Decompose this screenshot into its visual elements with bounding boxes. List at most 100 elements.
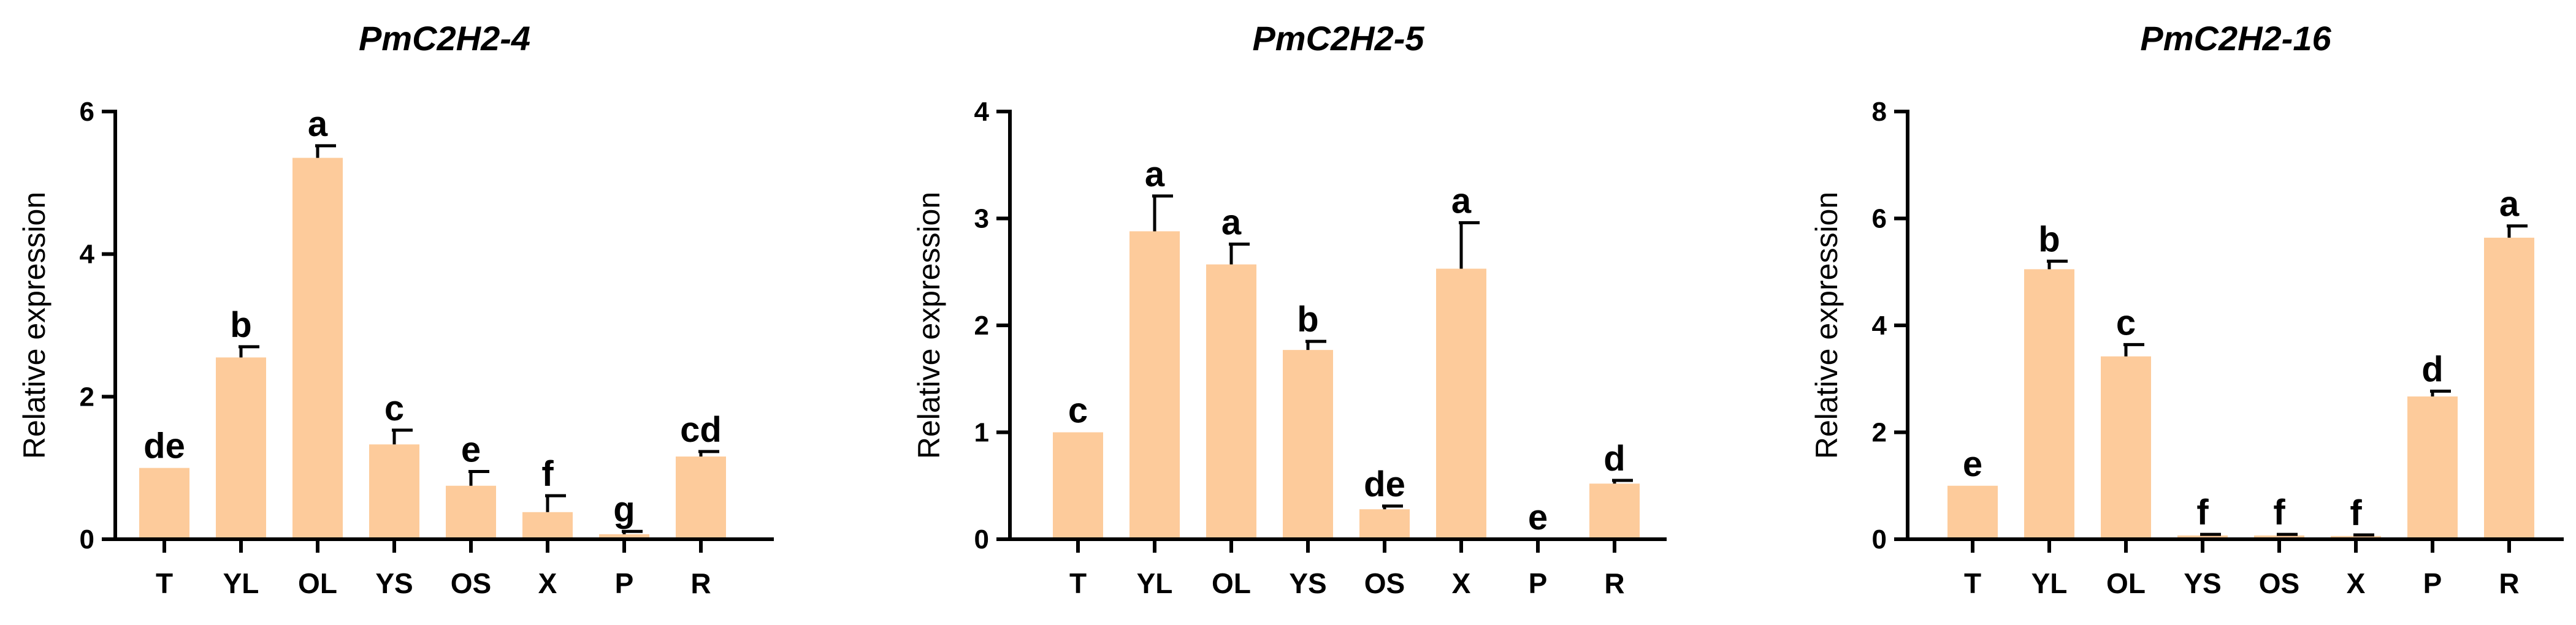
x-tick-label: R (690, 567, 711, 599)
significance-letter: c (384, 388, 404, 428)
error-bar-YL (1152, 194, 1173, 232)
y-tick-label: 2 (80, 382, 94, 412)
error-bar-P (622, 529, 643, 534)
bar-T (1947, 485, 1998, 539)
significance-letter: d (2421, 349, 2443, 389)
bar-OS (1359, 509, 1410, 539)
axes (113, 110, 774, 541)
significance-letter: e (461, 430, 481, 469)
significance-letter: de (1364, 464, 1405, 504)
error-bar-OS (468, 469, 489, 486)
bar-X (1436, 268, 1486, 539)
significance-letter: g (613, 490, 635, 529)
x-tick-label: X (538, 567, 557, 599)
bar-P (599, 534, 649, 539)
bar-YL (216, 357, 266, 539)
error-bar-YS (2200, 532, 2221, 536)
bar-OL (1206, 264, 1256, 539)
error-bar-X (2353, 533, 2374, 537)
bar-OS (2254, 535, 2304, 539)
y-tick-label: 3 (974, 204, 989, 234)
x-tick-label: T (156, 567, 173, 599)
x-tick-label: YL (1137, 567, 1173, 599)
significance-letter: d (1603, 439, 1625, 479)
y-tick-label: 4 (1872, 311, 1887, 341)
x-tick-label: OS (2259, 567, 2299, 599)
significance-letter: cd (680, 410, 722, 450)
significance-letter: c (2116, 303, 2136, 343)
x-tick-label: OL (1212, 567, 1251, 599)
bar-YS (2177, 535, 2228, 539)
error-bar-R (2507, 224, 2528, 238)
error-bar-R (1612, 479, 1633, 484)
x-tick-label: R (2499, 567, 2519, 599)
bar-OS (446, 485, 496, 539)
y-tick-label: 6 (80, 97, 94, 127)
chart-title: PmC2H2-4 (359, 19, 530, 58)
x-tick-label: YS (2184, 567, 2221, 599)
significance-letter: de (143, 426, 185, 466)
bar-R (676, 456, 726, 539)
y-tick-label: 1 (974, 418, 989, 448)
bar-YL (2024, 269, 2074, 539)
chart-title: PmC2H2-16 (2140, 19, 2331, 58)
x-tick-label: OL (2106, 567, 2146, 599)
y-tick-label: 2 (974, 311, 989, 341)
chart-panel-1: PmC2H2-4 Relative expression de Tb YL a OL c YS e… (17, 19, 774, 599)
significance-letter: a (1145, 154, 1165, 194)
significance-letter: e (1963, 444, 1982, 484)
error-bar-OS (2277, 532, 2298, 536)
x-tick-label: T (1964, 567, 1981, 599)
bar-YL (1129, 231, 1180, 539)
significance-letter: a (1221, 202, 1242, 242)
significance-letter: f (2196, 493, 2209, 532)
y-axis-label: Relative expression (912, 192, 946, 459)
significance-letter: c (1068, 391, 1088, 431)
x-tick-label: R (1604, 567, 1624, 599)
bar-P (2407, 396, 2458, 539)
significance-letter: b (230, 305, 251, 345)
x-tick-label: X (2347, 567, 2366, 599)
x-tick-label: X (1452, 567, 1471, 599)
bar-YS (1283, 350, 1333, 539)
error-bar-X (545, 494, 566, 512)
error-bar-OL (1229, 242, 1250, 265)
error-bar-OL (315, 144, 336, 158)
significance-letter: a (308, 104, 328, 144)
x-tick-label: P (2423, 567, 2442, 599)
error-bar-YS (392, 428, 413, 445)
y-tick-label: 0 (1872, 525, 1887, 555)
x-tick-label: YS (1289, 567, 1326, 599)
bar-T (139, 468, 189, 539)
x-tick-label: YL (2031, 567, 2068, 599)
error-bar-YS (1305, 339, 1326, 350)
error-bar-OL (2123, 343, 2144, 357)
axes (1008, 110, 1667, 541)
error-bar-P (2430, 389, 2451, 397)
bar-OL (2101, 356, 2151, 539)
x-tick-label: OS (1364, 567, 1405, 599)
chart-title: PmC2H2-5 (1252, 19, 1424, 58)
axes (1906, 110, 2564, 541)
bar-T (1053, 432, 1103, 539)
bar-OL (292, 157, 343, 539)
bar-X (522, 512, 573, 539)
x-tick-label: OS (451, 567, 491, 599)
significance-letter: a (2499, 184, 2520, 224)
x-tick-label: YL (223, 567, 259, 599)
error-bar-YL (2047, 259, 2068, 270)
x-tick-label: P (1529, 567, 1548, 599)
chart-panel-3: PmC2H2-16 Relative expression e Tb YL c OL f YS f… (1810, 19, 2564, 599)
error-bar-OS (1382, 504, 1403, 510)
x-tick-label: P (615, 567, 634, 599)
y-tick-label: 4 (80, 240, 95, 270)
y-tick-label: 8 (1872, 97, 1887, 127)
x-tick-label: YS (375, 567, 413, 599)
bar-R (1589, 483, 1640, 539)
significance-letter: b (2038, 219, 2060, 259)
significance-letter: f (2273, 493, 2285, 532)
bar-YS (369, 444, 419, 539)
y-tick-label: 0 (80, 525, 94, 555)
